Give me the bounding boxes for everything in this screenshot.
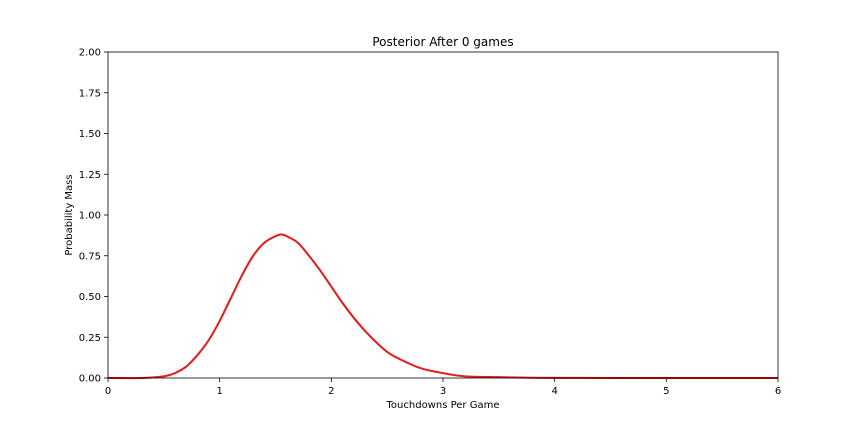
y-tick-label: 1.50 [79, 129, 101, 140]
x-tick-label: 5 [663, 386, 669, 397]
chart-title: Posterior After 0 games [372, 35, 513, 49]
x-tick-label: 6 [775, 386, 781, 397]
y-tick-label: 1.00 [79, 211, 101, 222]
x-tick-label: 0 [105, 386, 111, 397]
axis-ticks: 0 1 2 3 4 5 6 0.00 0.25 0.50 0.75 1.00 1.25 1.50 1.75 2… [79, 48, 781, 398]
x-tick-label: 3 [440, 386, 446, 397]
y-tick-label: 0.75 [79, 251, 101, 262]
series-layer [107, 233, 779, 380]
y-tick-label: 2.00 [79, 48, 101, 59]
series-line-0 [107, 233, 779, 380]
plot-frame [107, 51, 779, 379]
y-tick-label: 0.25 [79, 333, 101, 344]
y-tick-label: 0.50 [79, 292, 101, 303]
y-tick-label: 1.75 [79, 88, 101, 99]
x-tick-label: 4 [551, 386, 557, 397]
y-tick-label: 1.25 [79, 170, 101, 181]
x-tick-label: 2 [328, 386, 334, 397]
y-axis-label: Probability Mass [64, 174, 75, 255]
y-tick-label: 0.00 [79, 374, 101, 385]
x-tick-label: 1 [216, 386, 222, 397]
x-axis-label: Touchdowns Per Game [386, 400, 500, 411]
series-line-1 [107, 233, 779, 379]
